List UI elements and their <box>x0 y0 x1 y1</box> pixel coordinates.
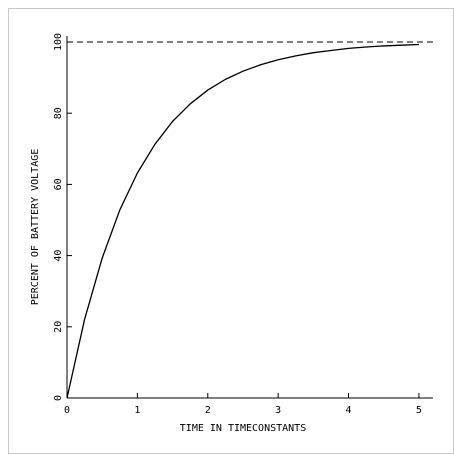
x-tick-label: 5 <box>416 405 422 416</box>
plot-area: 0 1 2 3 4 5 0 20 40 60 80 100 <box>53 33 433 416</box>
figure-border <box>8 8 454 454</box>
y-tick-label: 100 <box>53 33 64 51</box>
y-tick-label: 60 <box>53 178 64 190</box>
x-tick-label: 1 <box>134 405 140 416</box>
y-axis-title: PERCENT OF BATTERY VOLTAGE <box>30 149 41 306</box>
x-tick-label: 0 <box>64 405 70 416</box>
x-tick-label: 3 <box>275 405 281 416</box>
x-axis-title: TIME IN TIMECONSTANTS <box>180 423 306 434</box>
y-tick-label: 0 <box>53 395 64 401</box>
y-tick-label: 40 <box>53 250 64 262</box>
y-tick-label: 80 <box>53 107 64 119</box>
y-tick-label: 20 <box>53 321 64 333</box>
x-tick-label: 2 <box>205 405 211 416</box>
series-line-0 <box>66 43 419 399</box>
x-tick-label: 4 <box>346 405 352 416</box>
